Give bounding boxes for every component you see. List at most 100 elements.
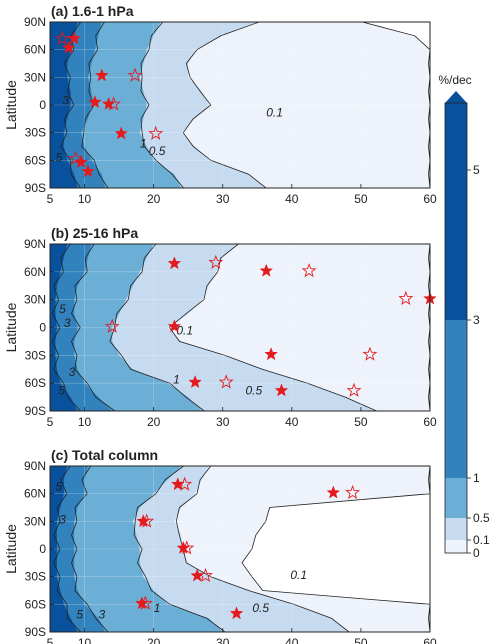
contour-line-b05 bbox=[168, 243, 377, 412]
colorbar-tick-label: 0 bbox=[473, 546, 480, 560]
y-tick-label: 30S bbox=[25, 570, 46, 584]
contour-label: 3 bbox=[98, 607, 105, 621]
contour-line-b5 bbox=[51, 243, 81, 412]
contour-label: 0.1 bbox=[290, 568, 307, 582]
contour-line-b5 bbox=[53, 465, 81, 633]
colorbar-segment bbox=[445, 320, 467, 478]
x-tick-label: 60 bbox=[423, 415, 437, 429]
contour-band-b1 bbox=[50, 466, 223, 632]
y-axis-label: Latitude bbox=[3, 302, 19, 352]
marker-filled-star bbox=[229, 606, 244, 620]
y-tick-label: 90N bbox=[24, 15, 46, 29]
marker-open-star bbox=[208, 254, 224, 269]
x-tick-label: 10 bbox=[78, 415, 92, 429]
marker-filled-star bbox=[136, 514, 151, 528]
colorbar-segment bbox=[445, 103, 467, 320]
contour-label: 0.1 bbox=[176, 323, 193, 337]
contour-label: 0.5 bbox=[149, 144, 166, 158]
colorbar-label: %/dec bbox=[438, 73, 471, 87]
y-tick-label: 30N bbox=[24, 70, 46, 84]
colorbar-tick-label: 3 bbox=[473, 313, 480, 327]
x-tick-label: 50 bbox=[354, 192, 368, 206]
marker-filled-star bbox=[94, 68, 109, 82]
colorbar-tick-label: 5 bbox=[473, 163, 480, 177]
x-tick-label: 5 bbox=[47, 192, 54, 206]
contour-band-b5 bbox=[50, 244, 78, 411]
panel-3: 5 3 5 3 1 0.5 0.1 5 10 20 30 40 50 60 90N 60N 30N 0 30S 60S… bbox=[3, 447, 437, 644]
contour-label: 5 bbox=[56, 479, 63, 493]
marker-filled-star bbox=[167, 319, 182, 333]
y-tick-label: 90N bbox=[24, 237, 46, 251]
marker-filled-star bbox=[170, 477, 185, 491]
colorbar-tick-label: 1 bbox=[473, 471, 480, 485]
contour-label: 1 bbox=[154, 601, 161, 615]
panel-title: (a) 1.6-1 hPa bbox=[51, 3, 134, 19]
contour-label: 5 bbox=[56, 151, 63, 165]
x-tick-label: 50 bbox=[354, 636, 368, 644]
y-tick-label: 90S bbox=[25, 625, 46, 639]
marker-open-star bbox=[345, 484, 361, 500]
contour-label: 1 bbox=[140, 137, 147, 151]
x-tick-label: 40 bbox=[285, 192, 299, 206]
contour-line-b5 bbox=[60, 21, 82, 189]
y-tick-label: 90S bbox=[25, 181, 46, 195]
x-tick-label: 40 bbox=[285, 415, 299, 429]
colorbar-segment bbox=[445, 518, 467, 540]
y-tick-label: 30S bbox=[25, 348, 46, 362]
colorbar-frame bbox=[444, 102, 468, 554]
contour-line-b05 bbox=[182, 21, 267, 189]
x-tick-label: 5 bbox=[47, 415, 54, 429]
panel-title: (b) 25-16 hPa bbox=[51, 225, 138, 241]
contour-label: 5 bbox=[59, 302, 66, 316]
x-tick-label: 10 bbox=[78, 192, 92, 206]
marker-filled-star bbox=[74, 154, 88, 168]
marker-filled-star bbox=[114, 126, 128, 140]
x-tick-label: 30 bbox=[216, 192, 230, 206]
y-tick-label: 60N bbox=[24, 487, 46, 501]
colorbar-tick-label: 0.5 bbox=[473, 511, 490, 525]
contour-label: 0.5 bbox=[252, 601, 269, 615]
marker-filled-star bbox=[61, 40, 76, 54]
y-tick-label: 30N bbox=[24, 293, 46, 307]
x-tick-label: 30 bbox=[216, 636, 230, 644]
marker-filled-star bbox=[326, 485, 341, 499]
y-tick-label: 60S bbox=[25, 153, 46, 167]
y-axis-label: Latitude bbox=[3, 524, 19, 574]
marker-filled-star bbox=[101, 96, 116, 110]
x-tick-label: 20 bbox=[147, 192, 161, 206]
x-tick-label: 10 bbox=[78, 636, 92, 644]
contour-label: 5 bbox=[58, 384, 65, 398]
contour-line-b1 bbox=[140, 21, 184, 189]
colorbar-segment bbox=[445, 478, 467, 518]
contour-line-b1 bbox=[133, 465, 226, 633]
contour-label: 0.1 bbox=[266, 105, 283, 119]
marker-open-star bbox=[301, 263, 317, 278]
marker-open-star bbox=[148, 125, 164, 140]
marker-open-star bbox=[55, 30, 70, 45]
colorbar: %/dec 00.1 0.5 1 3 5 bbox=[438, 73, 490, 560]
marker-open-star bbox=[218, 374, 234, 389]
y-tick-label: 60N bbox=[24, 265, 46, 279]
x-tick-label: 60 bbox=[423, 636, 437, 644]
contour-label: 0.5 bbox=[245, 384, 262, 398]
x-tick-label: 20 bbox=[147, 415, 161, 429]
y-tick-label: 60S bbox=[25, 597, 46, 611]
x-tick-label: 40 bbox=[285, 636, 299, 644]
contour-label: 3 bbox=[69, 365, 76, 379]
y-tick-label: 30N bbox=[24, 514, 46, 528]
marker-open-star bbox=[362, 346, 378, 361]
colorbar-segment bbox=[445, 540, 467, 553]
y-tick-label: 90S bbox=[25, 404, 46, 418]
x-tick-label: 20 bbox=[147, 636, 161, 644]
x-tick-label: 60 bbox=[423, 192, 437, 206]
x-tick-label: 50 bbox=[354, 415, 368, 429]
marker-filled-star bbox=[259, 263, 274, 277]
y-tick-label: 0 bbox=[39, 98, 46, 112]
contour-label: 3 bbox=[64, 316, 71, 330]
marker-open-star bbox=[68, 150, 83, 165]
marker-open-star bbox=[104, 318, 120, 333]
colorbar-tick-label: 0.1 bbox=[473, 533, 490, 547]
contour-label: 3 bbox=[59, 512, 66, 526]
contour-label: 3 bbox=[63, 93, 70, 107]
